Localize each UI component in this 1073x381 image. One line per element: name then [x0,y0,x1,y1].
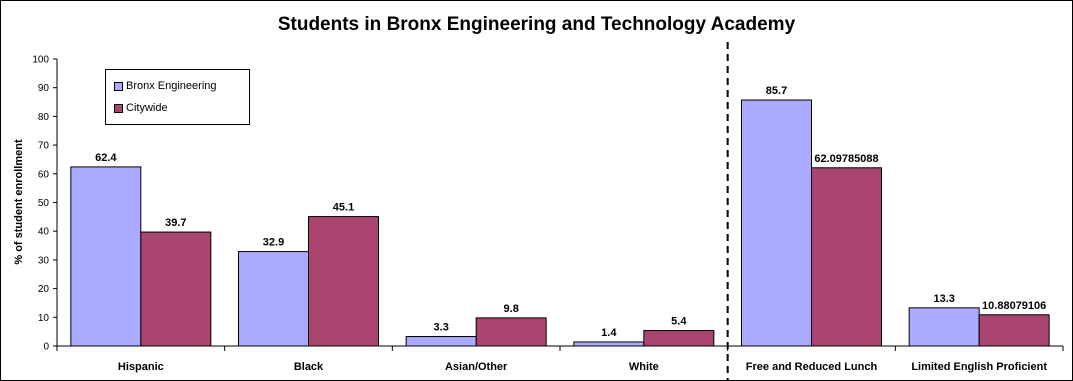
y-tick-label: 50 [38,198,50,209]
bar-value-label: 85.7 [766,85,787,97]
bar-value-label: 9.8 [504,303,519,315]
legend-label-bronx-engineering: Bronx Engineering [126,80,217,92]
legend-item-bronx-engineering: Bronx Engineering [114,79,217,93]
y-tick-label: 30 [38,255,50,266]
bar-value-label: 1.4 [601,327,617,339]
category-label: Black [294,361,324,373]
bar [741,99,812,347]
bar-value-label: 5.4 [671,316,687,328]
legend-item-citywide: Citywide [114,101,168,115]
bar-value-label: 62.09785088 [814,153,878,165]
bar [405,336,477,347]
category-label: Free and Reduced Lunch [746,361,878,373]
category-label: Limited English Proficient [911,361,1047,373]
y-tick-label: 70 [38,141,50,152]
bar [978,314,1050,347]
bar-value-label: 3.3 [434,322,449,334]
y-tick-label: 20 [38,284,50,295]
chart-title: Students in Bronx Engineering and Techno… [277,14,796,35]
legend-swatch-citywide [114,103,123,113]
y-tick-label: 100 [32,55,49,66]
bar-value-label: 10.88079106 [982,300,1046,312]
bar [573,341,645,347]
bar [643,330,715,347]
legend-label-citywide: Citywide [126,102,168,114]
bar-value-label: 45.1 [333,202,354,214]
legend: Bronx Engineering Citywide [105,69,250,125]
bar-value-label: 13.3 [933,293,954,305]
bar-value-label: 62.4 [95,152,117,164]
bar [140,231,212,347]
bar [70,166,142,347]
bar-value-label: 39.7 [165,217,186,229]
category-label: Asian/Other [445,361,508,373]
y-tick-label: 90 [38,83,50,94]
y-tick-label: 0 [43,342,49,353]
y-tick-label: 80 [38,112,50,123]
y-tick-label: 40 [38,227,50,238]
bar [475,317,547,347]
bar [811,167,882,347]
bar [308,216,379,347]
legend-swatch-bronx-engineering [114,81,123,91]
y-tick-label: 60 [38,169,50,180]
category-label: Hispanic [118,361,164,373]
bar-value-label: 32.9 [263,237,284,249]
category-label: White [629,361,659,373]
y-tick-label: 10 [38,313,50,324]
bar [908,307,980,347]
bar [238,251,309,347]
